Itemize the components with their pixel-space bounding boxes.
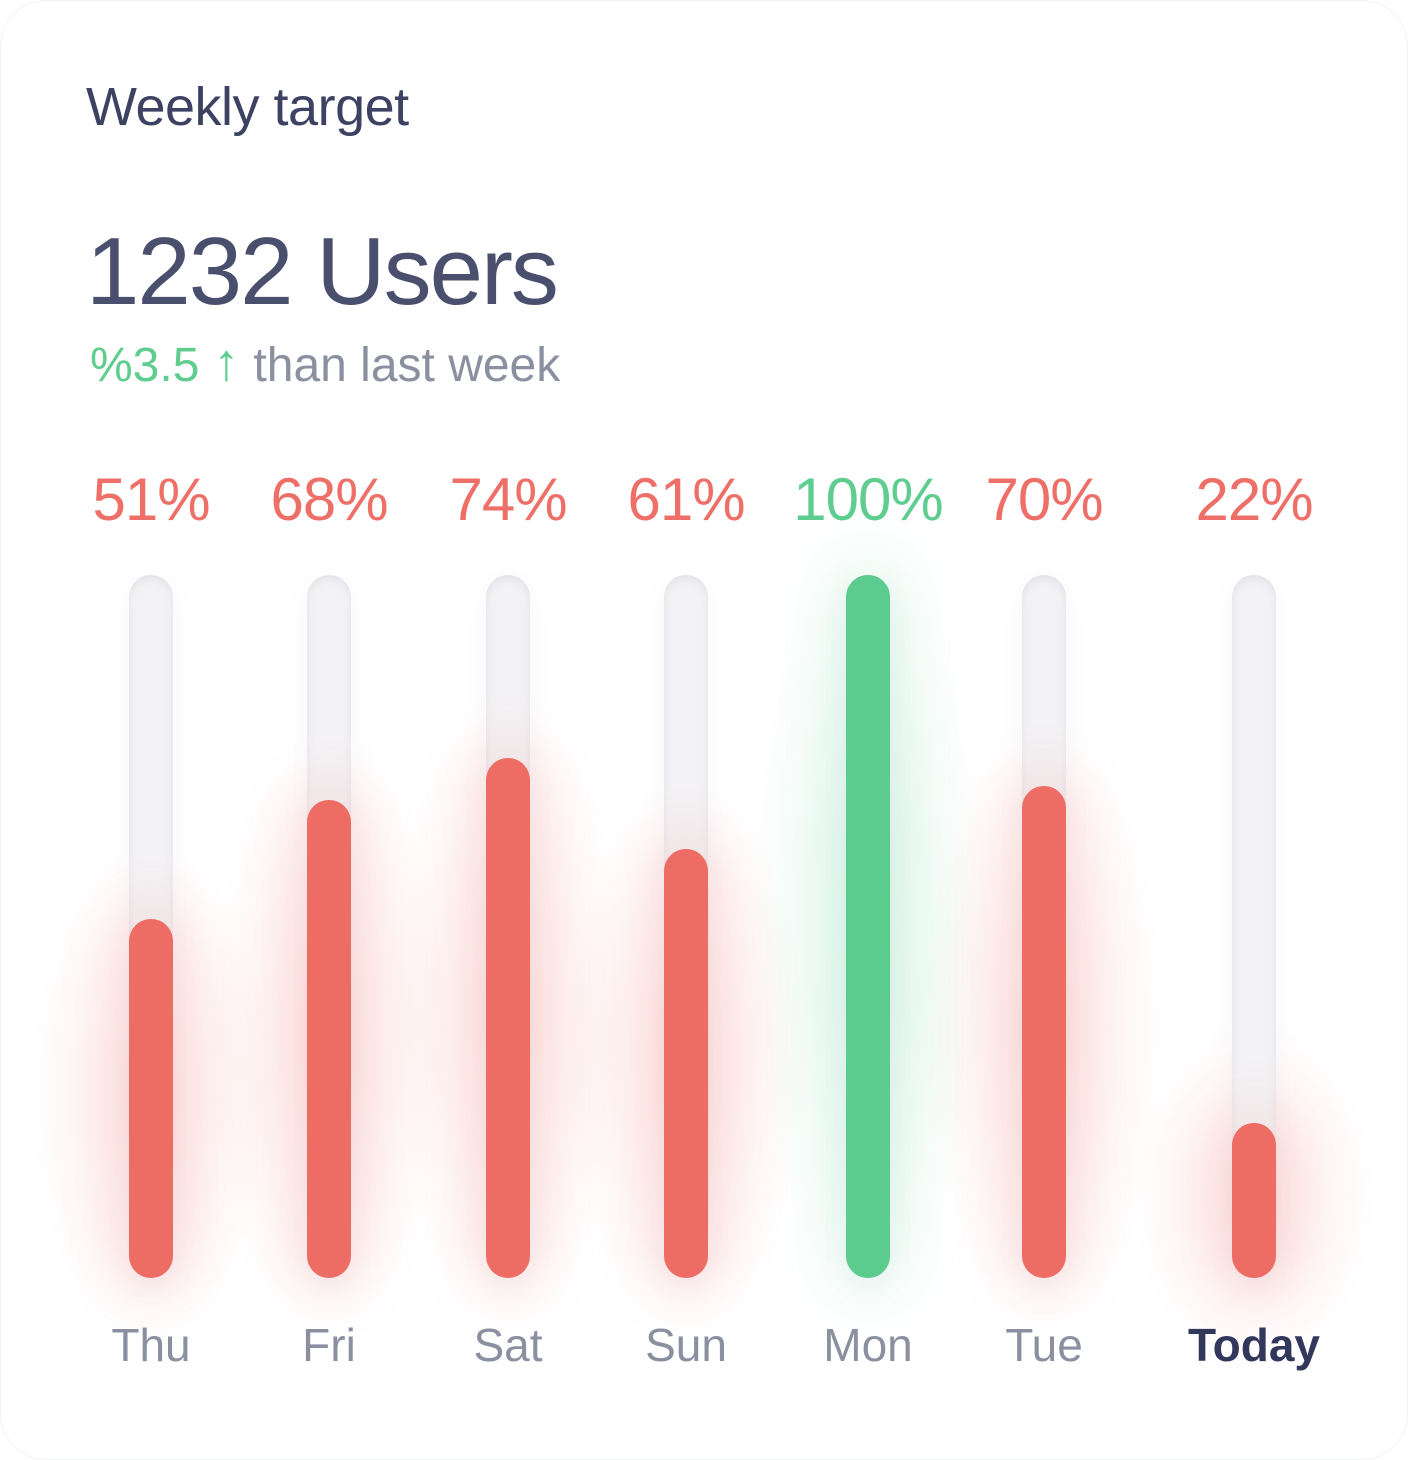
day-label-sun: Sun xyxy=(645,1319,727,1371)
bar-track xyxy=(129,575,173,1278)
day-label-sat: Sat xyxy=(473,1319,543,1371)
bar-track xyxy=(486,575,530,1278)
bar-fill xyxy=(307,799,351,1278)
day-label-mon: Mon xyxy=(823,1319,913,1371)
delta-row: %3.5 ↑ than last week xyxy=(90,334,561,396)
bar-track xyxy=(1232,575,1276,1278)
day-label-fri: Fri xyxy=(302,1319,356,1371)
day-label-today: Today xyxy=(1187,1319,1321,1371)
bar-track xyxy=(846,575,890,1278)
bar-fill xyxy=(1232,1123,1276,1278)
percent-label: 70% xyxy=(985,466,1103,533)
arrow-up-icon: ↑ xyxy=(213,334,240,392)
day-label-tue: Tue xyxy=(1005,1319,1083,1371)
bar-fill xyxy=(129,919,173,1278)
delta-value: %3.5 xyxy=(90,339,200,393)
percent-label: 51% xyxy=(92,466,210,533)
bar-fill xyxy=(664,849,708,1278)
chart-column-today: 22% Today xyxy=(1084,0,1408,1460)
percent-label: 68% xyxy=(270,466,388,533)
chart-column-tue: 70% Tue xyxy=(874,0,1214,1460)
page-title: Weekly target xyxy=(86,77,409,137)
percent-label: 61% xyxy=(627,466,745,533)
day-label-thu: Thu xyxy=(111,1319,191,1371)
delta-caption: than last week xyxy=(253,339,561,393)
bar-fill xyxy=(1022,785,1066,1278)
bar-track xyxy=(307,575,351,1278)
percent-label: 74% xyxy=(449,466,567,533)
bar-track xyxy=(1022,575,1066,1278)
bar-track xyxy=(664,575,708,1278)
percent-label: 22% xyxy=(1195,466,1313,533)
users-count: 1232 Users xyxy=(86,218,559,325)
bar-fill xyxy=(846,575,890,1278)
bar-fill xyxy=(486,757,530,1278)
percent-label: 100% xyxy=(793,466,943,533)
